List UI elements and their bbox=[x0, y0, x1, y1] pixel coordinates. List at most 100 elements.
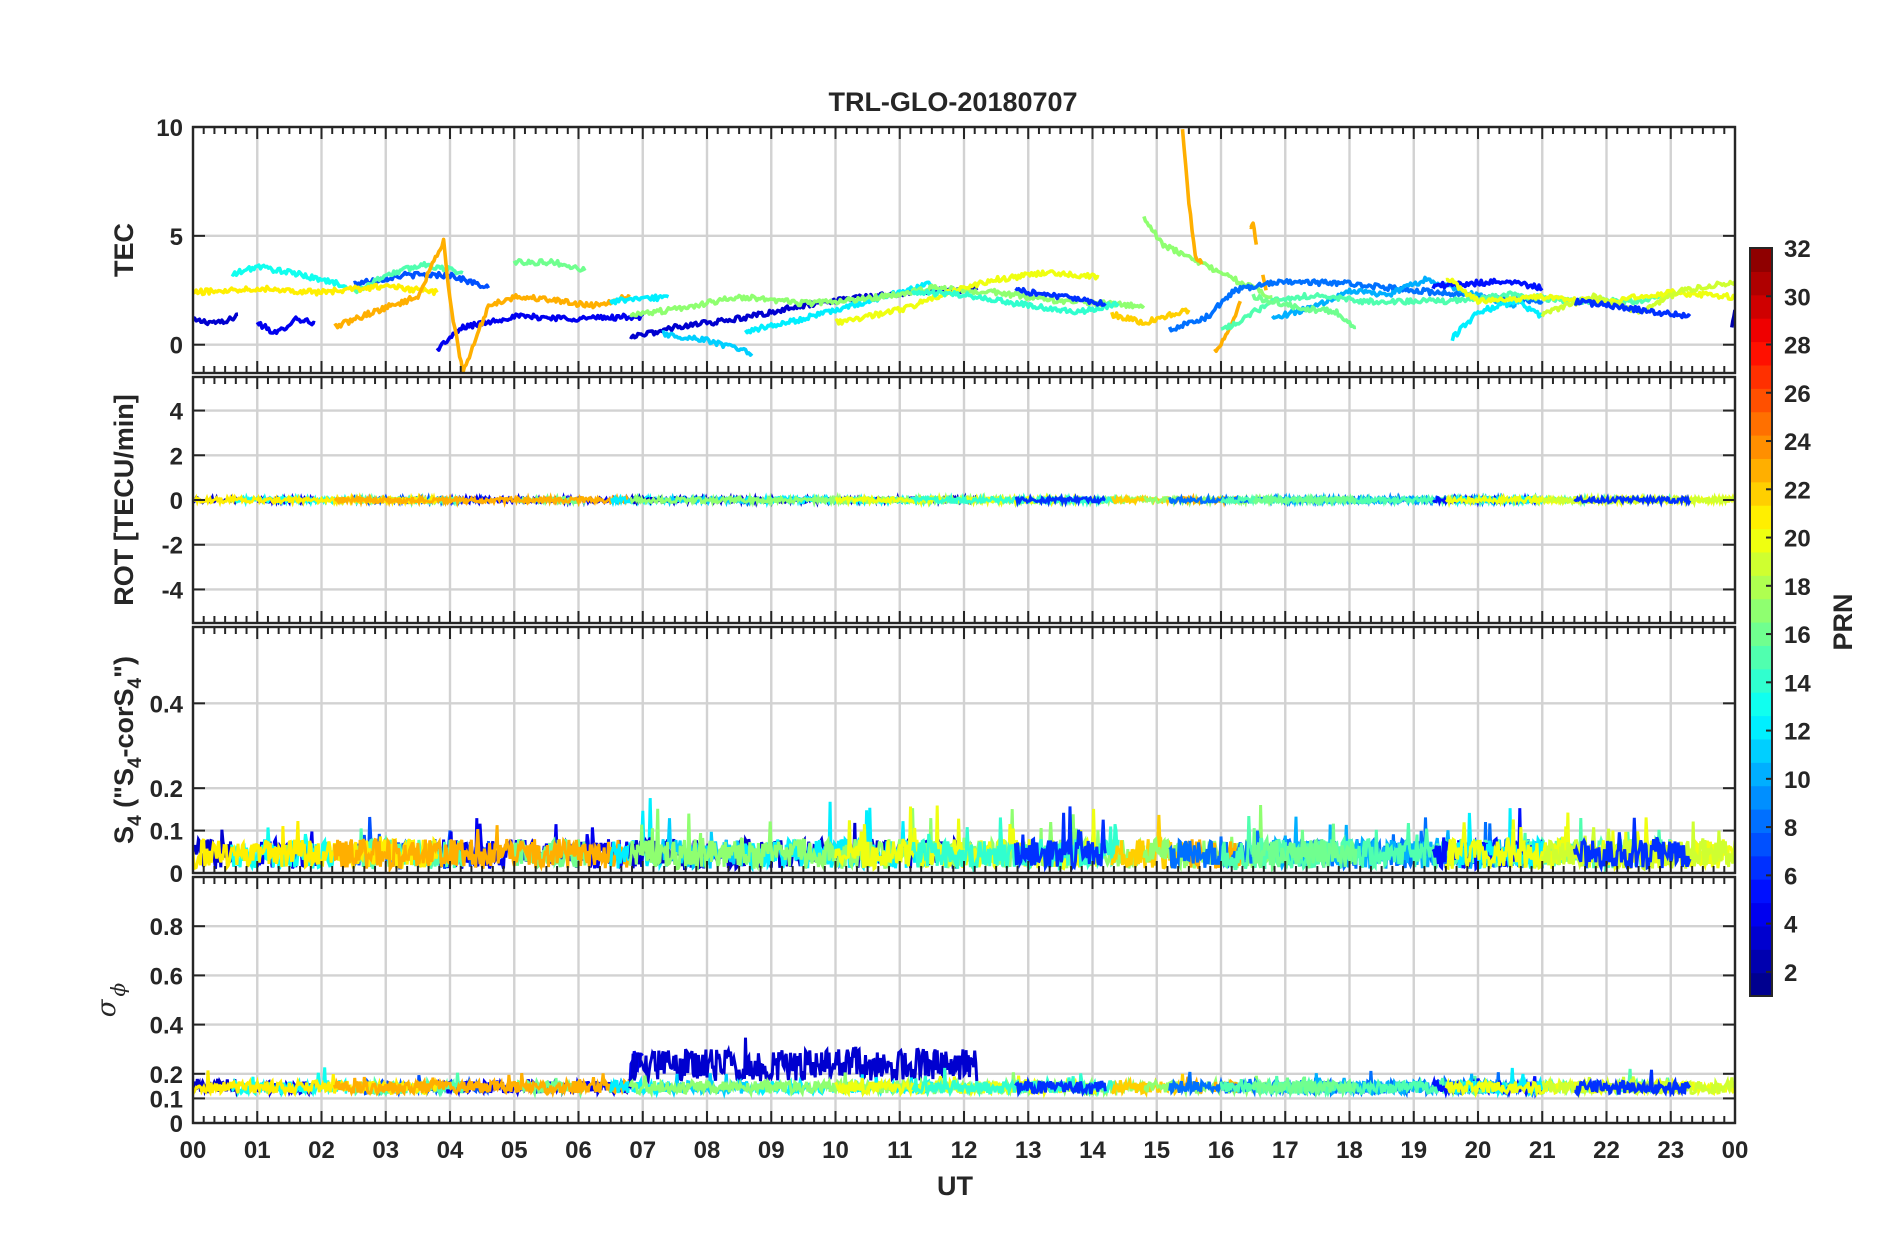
panel-rot: -4 -2 0 2 4 ROT [TECU/min] bbox=[109, 375, 1737, 625]
x-tick-label: 15 bbox=[1143, 1137, 1170, 1164]
colorbar-tick-label: 18 bbox=[1784, 574, 1811, 601]
panel-s4: 0 0.1 0.2 0.4S4 ("S4-corS4") bbox=[109, 625, 1737, 888]
colorbar-band bbox=[1750, 528, 1772, 553]
sigma-series-prn-6 bbox=[1014, 1076, 1107, 1098]
x-tick-label: 17 bbox=[1272, 1137, 1299, 1164]
x-tick-label: 16 bbox=[1208, 1137, 1235, 1164]
x-tick-label: 21 bbox=[1529, 1137, 1556, 1164]
y-tick-label: -2 bbox=[162, 533, 183, 560]
colorbar-band bbox=[1750, 925, 1772, 950]
colorbar-tick-label: 22 bbox=[1784, 477, 1811, 504]
panel-sigma: 00.10.2 0.4 0.6 0.8 σϕ bbox=[92, 875, 1737, 1138]
tec-series-prn-20 bbox=[834, 269, 1100, 326]
x-tick-label: 14 bbox=[1079, 1137, 1106, 1164]
x-tick-label: 18 bbox=[1336, 1137, 1363, 1164]
x-tick-label: 08 bbox=[694, 1137, 721, 1164]
colorbar-band bbox=[1750, 832, 1772, 857]
tec-series-prn-14 bbox=[911, 289, 1120, 316]
colorbar-tick-label: 4 bbox=[1784, 912, 1798, 939]
colorbar-band bbox=[1750, 809, 1772, 833]
x-tick-label: 01 bbox=[244, 1137, 271, 1164]
colorbar-tick-label: 6 bbox=[1784, 863, 1797, 890]
y-axis-label-sigma: σϕ bbox=[92, 982, 130, 1017]
s4-series-prn-6 bbox=[1013, 806, 1107, 873]
colorbar-band bbox=[1750, 388, 1772, 413]
y-tick-label: 0 bbox=[170, 488, 183, 515]
colorbar-band bbox=[1750, 551, 1772, 576]
tec-series-prn-23 bbox=[1213, 300, 1242, 353]
y-tick-label: 0.2 bbox=[150, 776, 183, 803]
tec-series-prn-19 bbox=[1540, 279, 1735, 318]
x-tick-label: 20 bbox=[1465, 1137, 1492, 1164]
y-axis-label-s4: S4 ("S4-corS4") bbox=[109, 656, 146, 844]
tec-series-prn-23 bbox=[1261, 274, 1268, 291]
tec-series-prn-16 bbox=[512, 258, 587, 273]
colorbar-tick-label: 10 bbox=[1784, 767, 1811, 794]
x-tick-label: 09 bbox=[758, 1137, 785, 1164]
colorbar-band bbox=[1750, 645, 1772, 670]
sigma-series-prn-6 bbox=[1574, 1069, 1692, 1099]
y-tick-label: 0.6 bbox=[150, 963, 183, 990]
colorbar-band bbox=[1750, 411, 1772, 436]
sigma-series-prn-16 bbox=[1251, 1076, 1358, 1099]
y-tick-label: 0.4 bbox=[150, 691, 184, 718]
colorbar-band bbox=[1750, 972, 1772, 997]
x-tick-label: 00 bbox=[180, 1137, 207, 1164]
x-tick-label: 06 bbox=[565, 1137, 592, 1164]
colorbar-band bbox=[1750, 364, 1772, 389]
colorbar-band bbox=[1750, 902, 1772, 927]
chart-title: TRL-GLO-20180707 bbox=[828, 87, 1077, 117]
tec-series-prn-4 bbox=[255, 315, 316, 335]
tec-series-prn-4 bbox=[435, 312, 645, 352]
tec-series-prn-11 bbox=[661, 330, 754, 357]
colorbar-band bbox=[1750, 341, 1772, 366]
tec-series-prn-13 bbox=[230, 263, 349, 290]
panel-tec: 0 5 10 TEC bbox=[109, 115, 1737, 375]
x-tick-label: 19 bbox=[1400, 1137, 1427, 1164]
x-tick-label: 13 bbox=[1015, 1137, 1042, 1164]
colorbar-band bbox=[1750, 855, 1772, 880]
colorbar-band bbox=[1750, 692, 1772, 717]
colorbar-band bbox=[1750, 248, 1772, 272]
colorbar-band bbox=[1750, 879, 1772, 904]
panel-tec-series bbox=[193, 129, 1735, 373]
colorbar-label: PRN bbox=[1828, 593, 1858, 650]
colorbar-band bbox=[1750, 575, 1772, 600]
colorbar-tick-label: 28 bbox=[1784, 333, 1811, 360]
y-tick-label: 4 bbox=[170, 399, 184, 426]
x-tick-label: 02 bbox=[308, 1137, 335, 1164]
x-tick-label: 22 bbox=[1593, 1137, 1620, 1164]
y-axis-label-tec: TEC bbox=[109, 223, 139, 277]
sigma-series-prn-22 bbox=[1111, 1073, 1191, 1099]
colorbar-band bbox=[1750, 622, 1772, 646]
x-tick-label: 12 bbox=[951, 1137, 978, 1164]
sigma-series-prn-23 bbox=[332, 1073, 632, 1099]
x-tick-label: 04 bbox=[437, 1137, 464, 1164]
tec-series-prn-23 bbox=[1180, 129, 1204, 265]
s4-series-prn-16 bbox=[512, 836, 587, 870]
panel-sigma-series bbox=[193, 1037, 1735, 1100]
tec-series-prn-12 bbox=[1450, 297, 1544, 342]
x-tick-label: 10 bbox=[822, 1137, 849, 1164]
x-tick-label: 11 bbox=[887, 1137, 912, 1164]
y-tick-label: 0.1 bbox=[150, 1086, 183, 1113]
tec-series-prn-23 bbox=[1249, 221, 1259, 245]
colorbar-tick-label: 14 bbox=[1784, 670, 1811, 697]
y-tick-label: 0 bbox=[170, 1111, 183, 1138]
colorbar-band bbox=[1750, 598, 1772, 623]
colorbar-band bbox=[1750, 715, 1772, 740]
x-axis-label: UT bbox=[937, 1171, 973, 1201]
colorbar-band bbox=[1750, 505, 1772, 530]
y-axis-label-rot: ROT [TECU/min] bbox=[109, 394, 139, 605]
sigma-series-prn-3 bbox=[628, 1037, 979, 1089]
colorbar-band bbox=[1750, 762, 1772, 787]
tec-series-prn-5 bbox=[1431, 277, 1544, 292]
colorbar-tick-label: 12 bbox=[1784, 719, 1811, 746]
colorbar-tick-label: 16 bbox=[1784, 622, 1811, 649]
y-tick-label: 0 bbox=[170, 333, 183, 360]
rot-series-prn-6 bbox=[1014, 492, 1106, 508]
colorbar-tick-label: 20 bbox=[1784, 526, 1811, 553]
x-tick-label: 23 bbox=[1657, 1137, 1684, 1164]
